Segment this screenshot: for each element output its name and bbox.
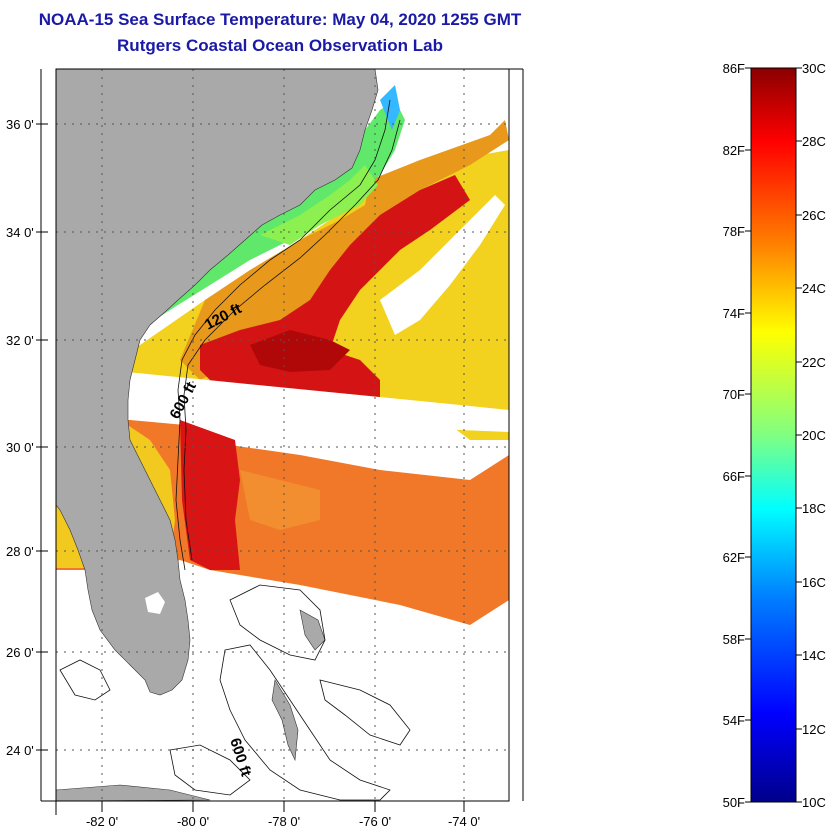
lon-label: -76 0' xyxy=(359,814,391,829)
land-mass xyxy=(56,69,379,696)
lat-label: 28 0' xyxy=(6,544,34,559)
colorbar-label-f: 82F xyxy=(723,143,745,158)
lon-label: -82 0' xyxy=(86,814,118,829)
lat-label: 34 0' xyxy=(6,225,34,240)
colorbar-label-c: 22C xyxy=(802,355,826,370)
colorbar-label-f: 70F xyxy=(723,387,745,402)
colorbar-label-c: 14C xyxy=(802,648,826,663)
map-title: NOAA-15 Sea Surface Temperature: May 04,… xyxy=(38,10,522,29)
map-subtitle: Rutgers Coastal Ocean Observation Lab xyxy=(117,36,443,55)
cuba-land xyxy=(56,784,211,801)
colorbar-label-c: 30C xyxy=(802,61,826,76)
map-plot-area xyxy=(56,69,509,801)
lat-label: 26 0' xyxy=(6,645,34,660)
colorbar-label-f: 58F xyxy=(723,632,745,647)
colorbar-label-f: 66F xyxy=(723,469,745,484)
lon-label: -74 0' xyxy=(448,814,480,829)
colorbar-label-f: 78F xyxy=(723,224,745,239)
frame-ticks xyxy=(36,68,524,815)
lat-label: 32 0' xyxy=(6,333,34,348)
colorbar-label-c: 18C xyxy=(802,501,826,516)
lat-label: 36 0' xyxy=(6,117,34,132)
colorbar-gradient xyxy=(750,67,797,803)
colorbar-label-c: 28C xyxy=(802,134,826,149)
depth-contours xyxy=(59,99,411,801)
graticule xyxy=(56,69,509,801)
colorbar-label-f: 86F xyxy=(723,61,745,76)
colorbar-label-f: 50F xyxy=(723,795,745,810)
lat-label: 24 0' xyxy=(6,743,34,758)
lat-label: 30 0' xyxy=(6,440,34,455)
colorbar-label-f: 54F xyxy=(723,713,745,728)
bahamas-land xyxy=(271,609,326,762)
temperature-colorbar: 86F 82F 78F 74F 70F 66F 62F 58F 54F 50F … xyxy=(723,61,826,810)
lake-okeechobee xyxy=(145,592,165,614)
colorbar-label-c: 24C xyxy=(802,281,826,296)
colorbar-label-f: 62F xyxy=(723,550,745,565)
colorbar-label-c: 20C xyxy=(802,428,826,443)
colorbar-label-c: 26C xyxy=(802,208,826,223)
colorbar-label-f: 74F xyxy=(723,306,745,321)
lon-label: -80 0' xyxy=(177,814,209,829)
colorbar-label-c: 16C xyxy=(802,575,826,590)
lon-label: -78 0' xyxy=(268,814,300,829)
colorbar-label-c: 10C xyxy=(802,795,826,810)
colorbar-label-c: 12C xyxy=(802,722,826,737)
